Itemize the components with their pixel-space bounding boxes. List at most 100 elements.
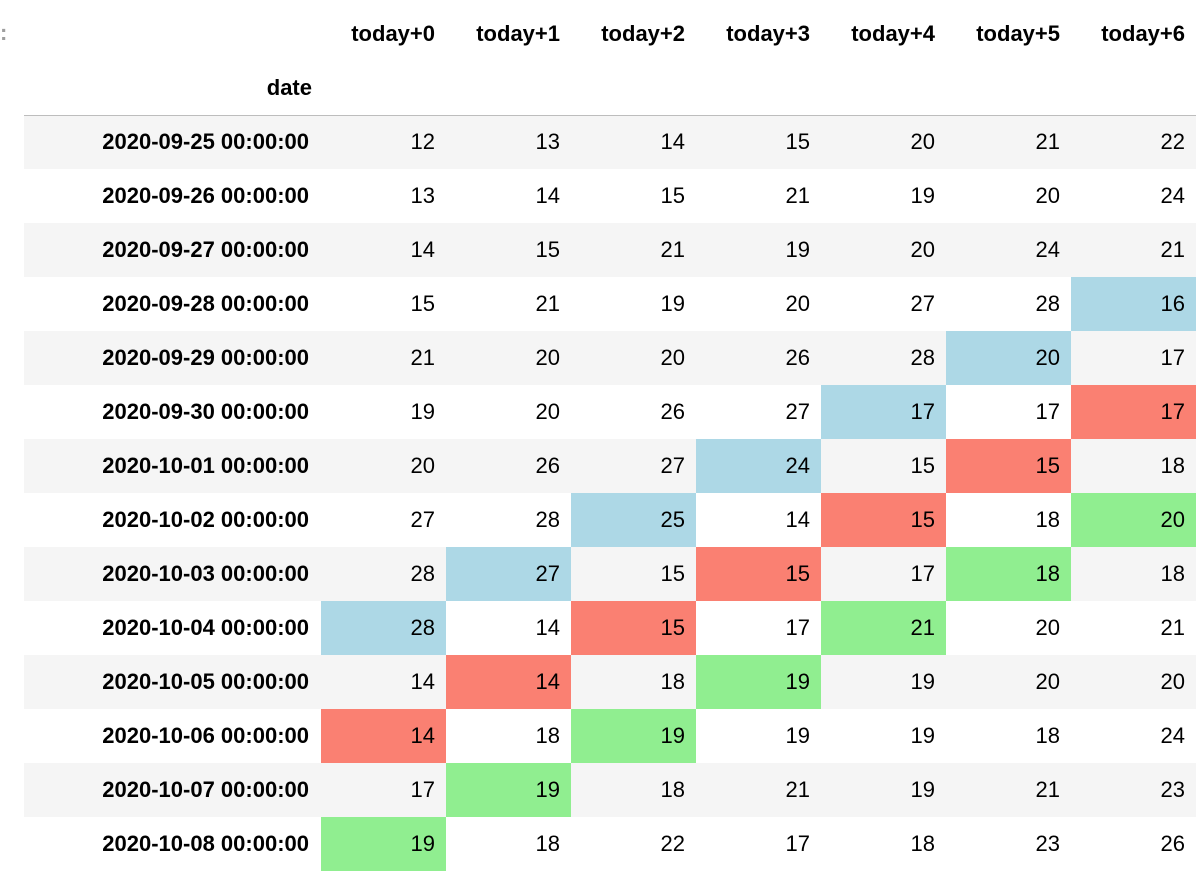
table-cell: 24 (1035, 237, 1060, 262)
table-cell: 17 (410, 777, 435, 802)
table-cell: 14 (535, 615, 560, 640)
table-cell: 15 (785, 129, 810, 155)
table-cell: 20 (660, 345, 685, 370)
table-cell-highlight-blue: 25 (571, 493, 696, 547)
table-cell: 18 (535, 831, 560, 856)
table-cell-highlight-green: 19 (571, 709, 696, 763)
table-row: 2020-10-01 00:00:00 20 26 27 24 15 15 18 (24, 439, 1196, 493)
table-cell: 21 (785, 183, 810, 208)
column-header-today-4: today+4 (851, 21, 935, 46)
table-cell: 20 (535, 399, 560, 424)
table-cell: 19 (910, 669, 935, 694)
row-index-date: 2020-09-30 00:00:00 (102, 399, 309, 424)
table-cell: 20 (910, 237, 935, 262)
table-cell-highlight-green: 19 (446, 763, 571, 817)
table-cell: 20 (410, 453, 435, 478)
table-cell: 26 (1160, 831, 1185, 856)
table-cell-highlight-blue: 28 (321, 601, 446, 655)
table-cell: 18 (910, 831, 935, 856)
table-cell: 13 (410, 183, 435, 208)
table-cell: 22 (660, 831, 685, 856)
row-index-date: 2020-09-29 00:00:00 (102, 345, 309, 370)
table-row: 2020-10-08 00:00:00 19 18 22 17 18 23 26 (24, 817, 1196, 871)
table-row: 2020-09-26 00:00:00 13 14 15 21 19 20 24 (24, 169, 1196, 223)
table-row: 2020-10-04 00:00:00 28 14 15 17 21 20 21 (24, 601, 1196, 655)
table-cell: 15 (410, 291, 435, 316)
table-cell: 21 (410, 345, 435, 370)
table-row: 2020-10-02 00:00:00 27 28 25 14 15 18 20 (24, 493, 1196, 547)
table-cell: 15 (535, 237, 560, 262)
row-index-date: 2020-10-07 00:00:00 (102, 777, 309, 802)
table-cell: 21 (1160, 237, 1185, 262)
table-cell: 20 (1035, 615, 1060, 640)
table-row: 2020-10-07 00:00:00 17 19 18 21 19 21 23 (24, 763, 1196, 817)
table-cell: 24 (1160, 183, 1185, 208)
table-cell: 18 (660, 777, 685, 802)
table-cell-highlight-red: 17 (1071, 385, 1196, 439)
index-row-spacer (571, 61, 696, 116)
table-cell: 12 (410, 129, 435, 155)
row-index-date: 2020-10-06 00:00:00 (102, 723, 309, 748)
table-cell-highlight-blue: 20 (946, 331, 1071, 385)
table-row: 2020-10-05 00:00:00 14 14 18 19 19 20 20 (24, 655, 1196, 709)
index-row-spacer (321, 61, 446, 116)
index-corner-cell (24, 7, 321, 61)
table-row: 2020-09-29 00:00:00 21 20 20 26 28 20 17 (24, 331, 1196, 385)
table-cell-highlight-red: 15 (946, 439, 1071, 493)
table-cell-highlight-red: 14 (446, 655, 571, 709)
table-cell: 28 (410, 561, 435, 586)
table-cell: 19 (660, 291, 685, 316)
column-header-today-1: today+1 (476, 21, 560, 46)
table-cell: 20 (1035, 669, 1060, 694)
table-cell: 26 (785, 345, 810, 370)
table-cell: 19 (410, 399, 435, 424)
table-cell: 24 (1160, 723, 1185, 748)
index-row-spacer (821, 61, 946, 116)
dataframe-table: today+0 today+1 today+2 today+3 today+4 today… (24, 7, 1196, 871)
table-cell-highlight-green: 19 (321, 817, 446, 871)
cell-prompt-marker: : (0, 20, 8, 45)
table-cell: 19 (910, 183, 935, 208)
table-cell: 14 (785, 507, 810, 532)
row-index-date: 2020-09-26 00:00:00 (102, 183, 309, 208)
row-index-date: 2020-09-25 00:00:00 (102, 129, 309, 155)
table-cell: 22 (1160, 129, 1185, 155)
table-cell: 14 (535, 183, 560, 208)
table-cell: 26 (660, 399, 685, 424)
table-cell: 27 (785, 399, 810, 424)
table-row: 2020-10-03 00:00:00 28 27 15 15 17 18 18 (24, 547, 1196, 601)
table-cell: 21 (1160, 615, 1185, 640)
table-cell: 20 (535, 345, 560, 370)
table-cell: 14 (410, 669, 435, 694)
table-cell: 14 (660, 129, 685, 155)
table-cell: 18 (1035, 723, 1060, 748)
table-cell: 18 (660, 669, 685, 694)
table-row: 2020-09-28 00:00:00 15 21 19 20 27 28 16 (24, 277, 1196, 331)
table-cell: 19 (910, 723, 935, 748)
table-cell: 13 (535, 129, 560, 155)
column-header-today-0: today+0 (351, 21, 435, 46)
table-cell: 15 (660, 561, 685, 586)
column-header-today-5: today+5 (976, 21, 1060, 46)
table-cell: 15 (660, 183, 685, 208)
table-row: 2020-09-30 00:00:00 19 20 26 27 17 17 17 (24, 385, 1196, 439)
index-row-spacer (946, 61, 1071, 116)
table-cell-highlight-green: 19 (696, 655, 821, 709)
table-row: 2020-10-06 00:00:00 14 18 19 19 19 18 24 (24, 709, 1196, 763)
table-cell: 28 (1035, 291, 1060, 316)
table-row: 2020-09-27 00:00:00 14 15 21 19 20 24 21 (24, 223, 1196, 277)
table-cell: 20 (1160, 669, 1185, 694)
table-cell: 18 (1160, 561, 1185, 586)
table-cell: 17 (910, 561, 935, 586)
table-cell: 23 (1160, 777, 1185, 802)
table-body: 2020-09-25 00:00:00 12 13 14 15 20 21 22 2020-09… (24, 115, 1196, 871)
table-cell: 18 (1160, 453, 1185, 478)
table-cell-highlight-red: 15 (571, 601, 696, 655)
row-index-date: 2020-10-08 00:00:00 (102, 831, 309, 856)
table-cell: 27 (660, 453, 685, 478)
column-header-today-3: today+3 (726, 21, 810, 46)
column-header-row: today+0 today+1 today+2 today+3 today+4 today… (24, 7, 1196, 61)
table-cell: 18 (535, 723, 560, 748)
row-index-date: 2020-10-01 00:00:00 (102, 453, 309, 478)
table-cell: 26 (535, 453, 560, 478)
